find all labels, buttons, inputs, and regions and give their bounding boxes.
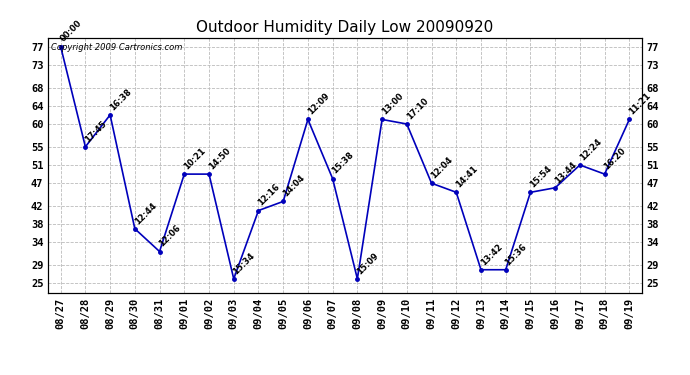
Text: 12:44: 12:44	[132, 201, 158, 226]
Text: 14:41: 14:41	[454, 164, 480, 189]
Title: Outdoor Humidity Daily Low 20090920: Outdoor Humidity Daily Low 20090920	[197, 20, 493, 35]
Text: 16:38: 16:38	[108, 87, 133, 112]
Text: 14:50: 14:50	[207, 146, 232, 171]
Text: 12:04: 12:04	[429, 155, 455, 180]
Text: 13:00: 13:00	[380, 92, 405, 117]
Text: 12:16: 12:16	[256, 182, 282, 208]
Text: 13:42: 13:42	[479, 242, 504, 267]
Text: 17:10: 17:10	[404, 96, 430, 121]
Text: 11:21: 11:21	[627, 92, 653, 117]
Text: 15:54: 15:54	[529, 164, 553, 189]
Text: 12:09: 12:09	[306, 92, 331, 117]
Text: 00:00: 00:00	[59, 19, 83, 44]
Text: 16:20: 16:20	[602, 146, 628, 171]
Text: 17:45: 17:45	[83, 119, 108, 144]
Text: 12:24: 12:24	[578, 137, 603, 162]
Text: 10:21: 10:21	[182, 146, 208, 171]
Text: 15:38: 15:38	[331, 151, 355, 176]
Text: 15:36: 15:36	[504, 242, 529, 267]
Text: 15:09: 15:09	[355, 251, 380, 276]
Text: 15:34: 15:34	[232, 251, 257, 276]
Text: Copyright 2009 Cartronics.com: Copyright 2009 Cartronics.com	[51, 43, 183, 52]
Text: 13:44: 13:44	[553, 160, 578, 185]
Text: 14:04: 14:04	[281, 173, 306, 199]
Text: 12:06: 12:06	[157, 224, 183, 249]
